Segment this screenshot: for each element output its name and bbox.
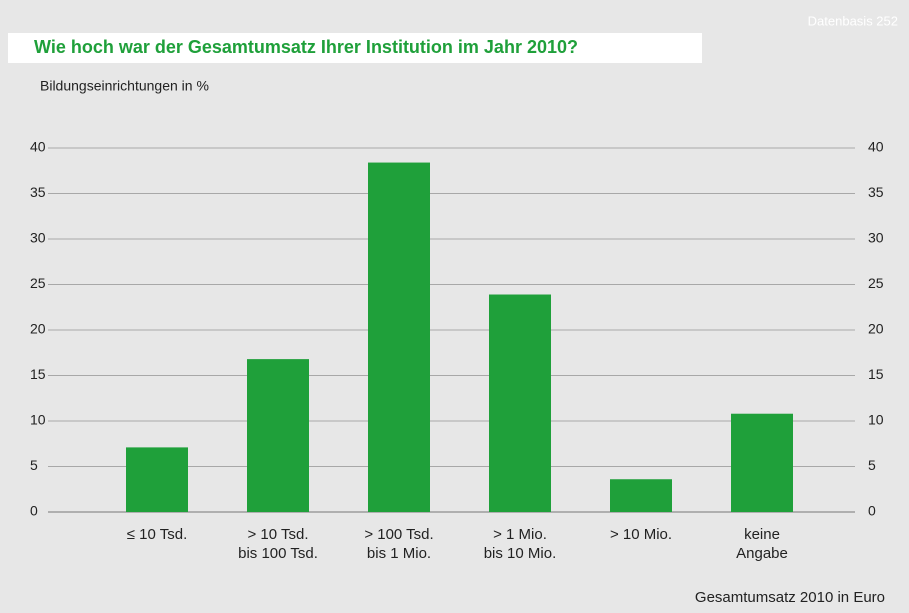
y2-tick-label: 40 — [868, 139, 884, 155]
y-tick-label: 5 — [30, 457, 38, 473]
y2-tick-label: 25 — [868, 275, 884, 291]
title-box — [8, 33, 702, 63]
y2-tick-label: 5 — [868, 457, 876, 473]
y-tick-label: 35 — [30, 184, 46, 200]
bar — [126, 447, 188, 512]
y-tick-label: 20 — [30, 321, 46, 337]
chart-title: Wie hoch war der Gesamtumsatz Ihrer Inst… — [34, 37, 578, 57]
y-tick-label: 30 — [30, 230, 46, 246]
y2-tick-label: 15 — [868, 366, 884, 382]
x-tick-label: > 100 Tsd. bis 1 Mio. — [364, 526, 434, 562]
source-note: Datenbasis 252 — [808, 13, 898, 28]
y-tick-label: 40 — [30, 139, 46, 155]
y-tick-label: 10 — [30, 412, 46, 428]
bar — [489, 294, 551, 512]
y-axis-label: Bildungseinrichtungen in % — [40, 78, 209, 94]
y2-tick-label: 0 — [868, 503, 876, 519]
x-tick-label: > 1 Mio. bis 10 Mio. — [483, 526, 557, 562]
y-tick-label: 25 — [30, 275, 46, 291]
bar — [731, 413, 793, 512]
y-tick-label: 0 — [30, 503, 38, 519]
x-tick-label: ≤ 10 Tsd. — [126, 526, 188, 543]
y2-tick-label: 20 — [868, 321, 884, 337]
x-tick-label: > 10 Tsd. bis 100 Tsd. — [238, 526, 318, 562]
x-axis-label: Gesamtumsatz 2010 in Euro — [695, 589, 885, 606]
y2-tick-label: 35 — [868, 184, 884, 200]
x-tick-label: keine Angabe — [736, 526, 788, 562]
bar — [368, 162, 430, 512]
bar — [610, 479, 672, 512]
y-tick-label: 15 — [30, 366, 46, 382]
bar — [247, 359, 309, 512]
x-tick-label: > 10 Mio. — [609, 526, 673, 543]
y2-tick-label: 30 — [868, 230, 884, 246]
y2-tick-label: 10 — [868, 412, 884, 428]
